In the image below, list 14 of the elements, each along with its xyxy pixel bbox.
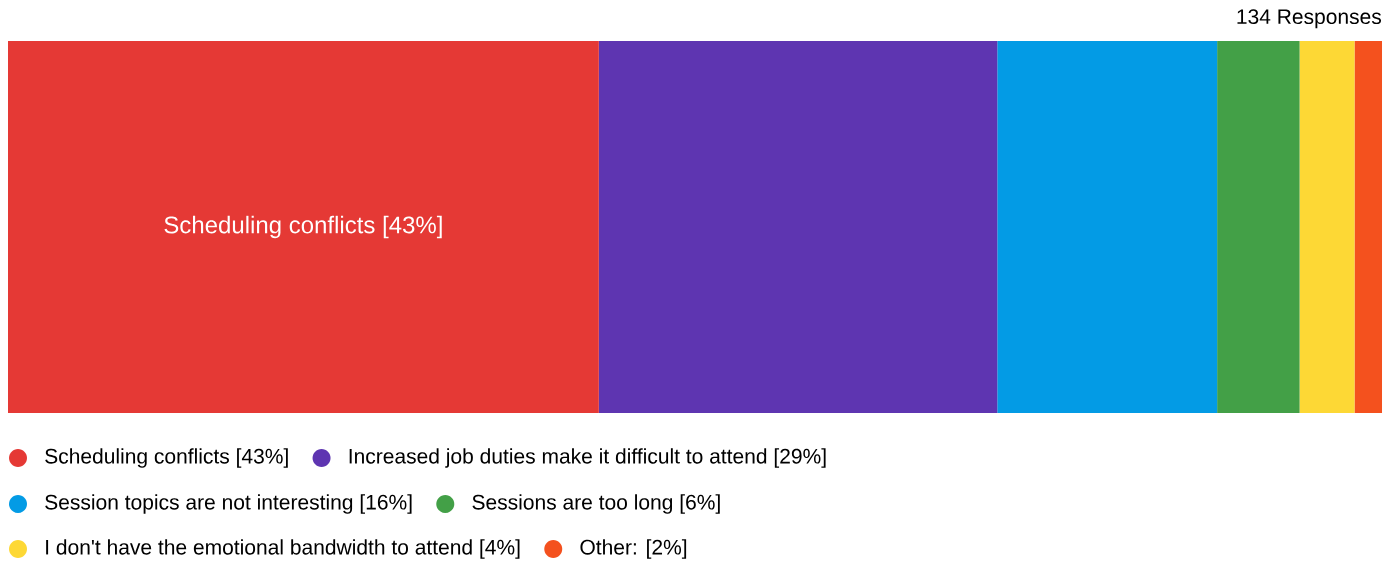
legend-label: Scheduling conflicts [43%] [45,448,288,468]
bar [598,41,998,413]
text: 134 Responses [1237,9,1382,29]
bar [1217,41,1300,413]
legend-label: Sessions are too long [6%] [472,494,720,514]
legend-label: Session topics are not interesting [16%] [45,494,412,514]
legend-label: Increased job duties make it difficult to attend [29%] [349,448,826,468]
bar [997,41,1218,413]
legend-label: I don't have the emotional bandwidth to attend [4%] [46,539,520,559]
bar [8,41,599,413]
bar [1299,41,1355,413]
bar [1354,41,1383,413]
legend-label: Other: [2%] [580,539,687,559]
data-label: Scheduling conflicts [43%] [164,215,442,239]
